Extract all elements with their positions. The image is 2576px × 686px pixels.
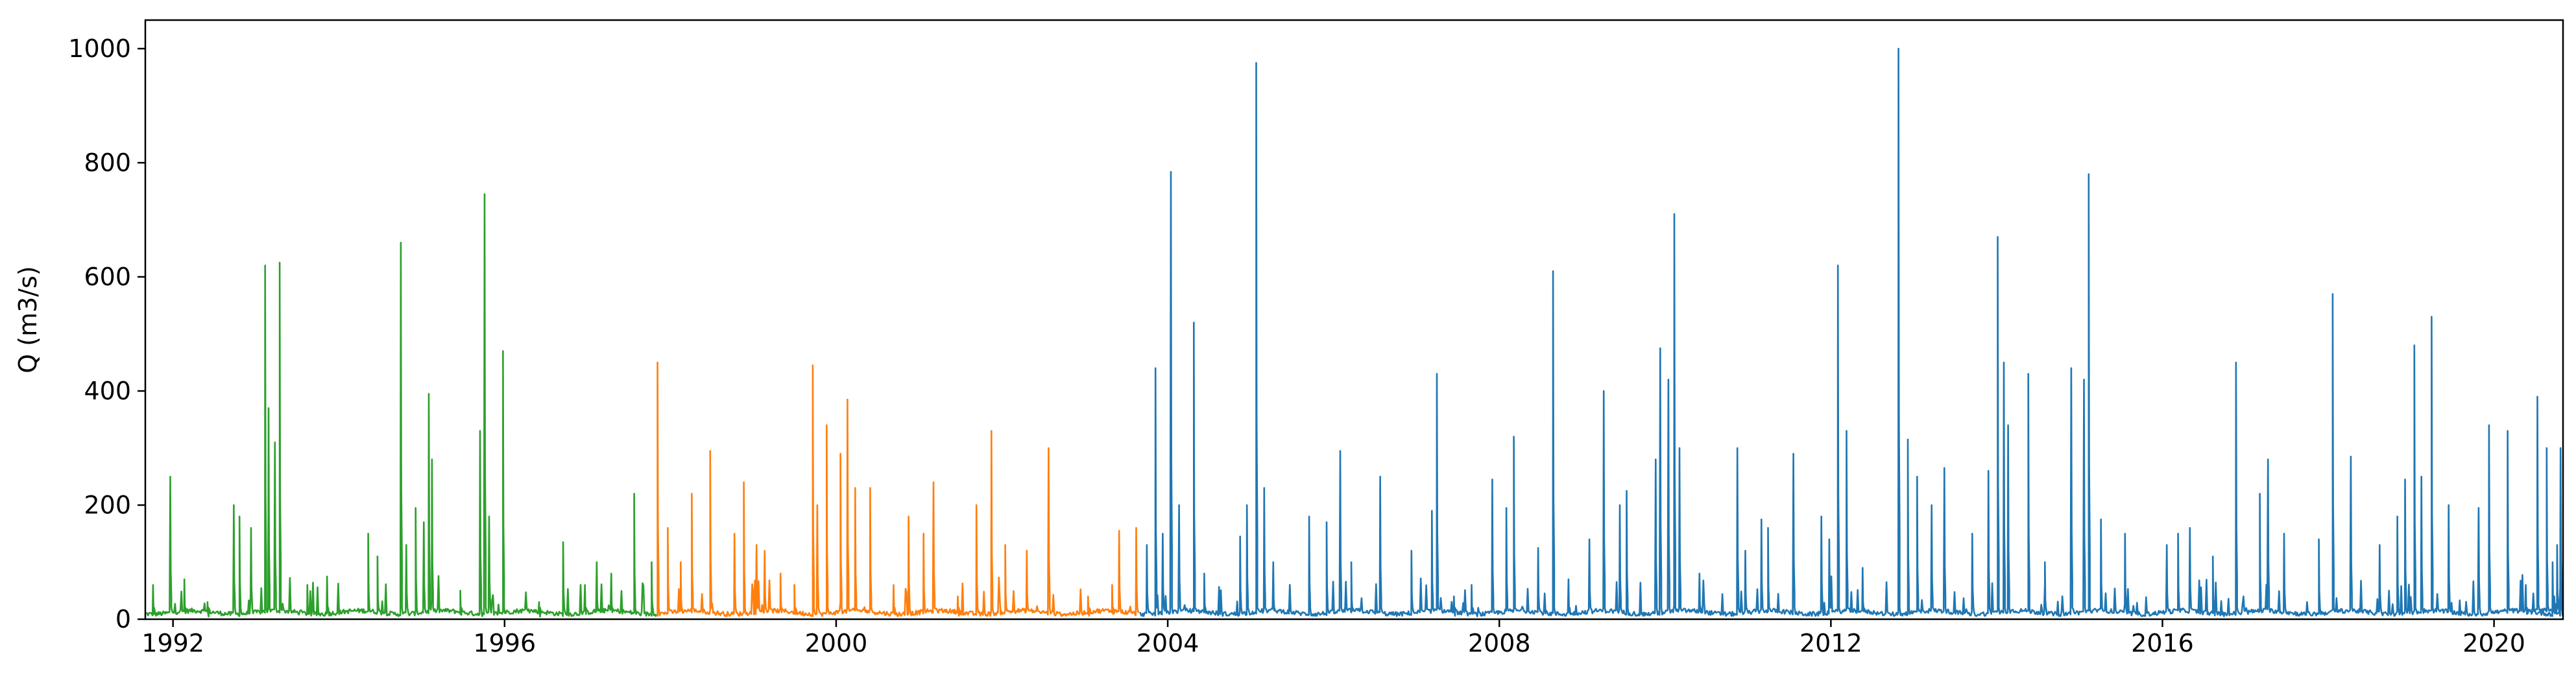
x-tick-label: 2012: [1800, 629, 1862, 657]
y-tick-label: 600: [84, 263, 131, 291]
x-tick-label: 2008: [1468, 629, 1531, 657]
y-tick-label: 800: [84, 148, 131, 177]
y-axis-title: Q (m3/s): [14, 266, 42, 373]
y-tick-label: 400: [84, 377, 131, 405]
y-tick-label: 200: [84, 491, 131, 519]
y-tick-label: 0: [115, 605, 131, 633]
x-tick-label: 2020: [2462, 629, 2525, 657]
y-tick-label: 1000: [68, 34, 131, 63]
x-tick-label: 2000: [805, 629, 868, 657]
x-tick-label: 2004: [1137, 629, 1199, 657]
x-tick-label: 1992: [141, 629, 204, 657]
x-tick-label: 2016: [2131, 629, 2194, 657]
x-tick-label: 1996: [473, 629, 536, 657]
